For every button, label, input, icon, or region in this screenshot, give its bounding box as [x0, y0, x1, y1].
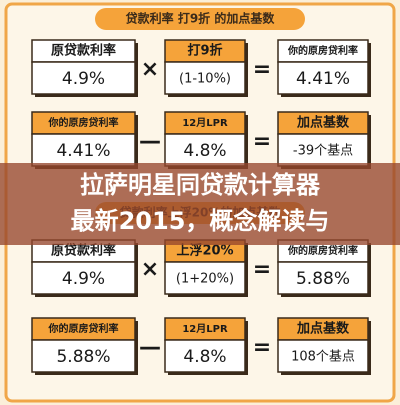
cell-header: 上浮20% — [176, 243, 233, 259]
operator: × — [141, 57, 159, 82]
operator: = — [253, 257, 271, 282]
overlay-text: 拉萨明星同贷款计算器 — [80, 171, 321, 199]
cell-header: 原贷款利率 — [51, 43, 116, 59]
overlay-band — [0, 163, 400, 245]
cell-value-bg — [164, 339, 246, 373]
operator: = — [253, 129, 271, 154]
cell-value-bg — [31, 261, 136, 295]
cell-header: 原贷款利率 — [51, 243, 116, 259]
cell-header: 你的原房贷利率 — [48, 322, 119, 335]
cell-value-bg — [31, 61, 136, 95]
cell-value-bg — [277, 133, 369, 167]
cell-value: (1-10%) — [179, 72, 231, 87]
cell-value: 4.41% — [296, 69, 350, 89]
cell-value: 5.88% — [296, 269, 350, 289]
cell-header: 加点基数 — [296, 115, 350, 131]
cell-header: 你的原房贷利率 — [48, 116, 119, 129]
cell-value: 4.8% — [183, 141, 226, 161]
cell-value: 4.9% — [62, 269, 105, 289]
banner-title: 贷款利率 打9折 的加点基数 — [126, 11, 276, 26]
cell-value-bg — [164, 261, 246, 295]
cell-value-bg — [164, 61, 246, 95]
banner — [95, 8, 305, 30]
cell-value-bg — [164, 133, 246, 167]
operator: = — [253, 335, 271, 360]
cell-value-bg — [277, 339, 369, 373]
cell-value-bg — [277, 261, 369, 295]
cell-value: 108个基点 — [291, 350, 355, 365]
overlay-text: 最新2015，概念解读与 — [71, 207, 330, 235]
cell-header: 加点基数 — [296, 321, 350, 337]
operator: × — [141, 257, 159, 282]
cell-header: 打9折 — [187, 43, 222, 59]
cell-header: 你的原房贷利率 — [287, 244, 358, 257]
cell-header: 你的原房贷利率 — [287, 44, 358, 57]
operator: = — [253, 57, 271, 82]
operator: — — [139, 335, 161, 360]
cell-value: 5.88% — [56, 347, 110, 367]
cell-value: -39个基点 — [293, 144, 353, 159]
cell-value: 4.9% — [62, 69, 105, 89]
cell-header: 12月LPR — [182, 117, 228, 129]
operator: — — [139, 129, 161, 154]
cell-value: 4.41% — [56, 141, 110, 161]
cell-value-bg — [277, 61, 369, 95]
cell-header: 12月LPR — [182, 323, 228, 335]
cell-value-bg — [31, 339, 136, 373]
cell-value: 4.8% — [183, 347, 226, 367]
cell-value: (1+20%) — [176, 272, 234, 287]
